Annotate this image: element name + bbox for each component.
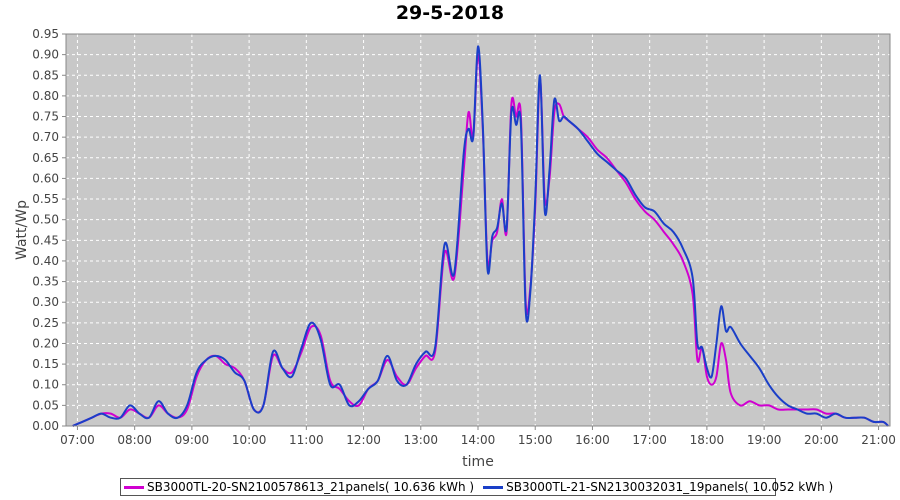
y-tick-label: 0.00	[32, 419, 59, 433]
y-tick-label: 0.90	[32, 48, 59, 62]
x-tick-label: 19:00	[747, 433, 782, 447]
y-axis-label: Watt/Wp	[14, 200, 30, 260]
y-tick-label: 0.25	[32, 316, 59, 330]
y-tick-label: 0.75	[32, 110, 59, 124]
x-tick-label: 12:00	[346, 433, 381, 447]
y-tick-label: 0.10	[32, 378, 59, 392]
y-tick-label: 0.35	[32, 275, 59, 289]
y-tick-label: 0.20	[32, 336, 59, 350]
x-tick-label: 10:00	[232, 433, 267, 447]
x-tick-label: 21:00	[861, 433, 896, 447]
y-tick-label: 0.65	[32, 151, 59, 165]
plot-border	[65, 33, 891, 427]
y-tick-label: 0.55	[32, 192, 59, 206]
y-tick-label: 0.95	[32, 27, 59, 41]
x-tick-label: 15:00	[518, 433, 553, 447]
series-line-2	[72, 45, 889, 427]
plot-area	[66, 34, 890, 426]
y-tick-label: 0.40	[32, 254, 59, 268]
y-tick-label: 0.80	[32, 89, 59, 103]
legend-item-series-1: SB3000TL-20-SN2100578613_21panels( 10.63…	[124, 480, 474, 494]
x-tick-label: 14:00	[461, 433, 496, 447]
y-tick-label: 0.50	[32, 213, 59, 227]
x-tick-label: 11:00	[289, 433, 324, 447]
y-tick-label: 0.15	[32, 357, 59, 371]
x-axis-label: time	[462, 454, 494, 470]
y-tick-label: 0.70	[32, 130, 59, 144]
x-tick-label: 09:00	[175, 433, 210, 447]
y-tick-label: 0.60	[32, 171, 59, 185]
x-tick-label: 20:00	[804, 433, 839, 447]
y-tick-label: 0.85	[32, 68, 59, 82]
series-layer	[72, 45, 889, 427]
x-tick-label: 13:00	[403, 433, 438, 447]
legend: SB3000TL-20-SN2100578613_21panels( 10.63…	[120, 478, 833, 496]
x-tick-label: 08:00	[117, 433, 152, 447]
y-tick-label: 0.30	[32, 295, 59, 309]
legend-label-1: SB3000TL-20-SN2100578613_21panels( 10.63…	[147, 480, 475, 494]
y-tick-label: 0.45	[32, 233, 59, 247]
legend-swatch-1	[124, 485, 144, 489]
x-tick-label: 07:00	[60, 433, 95, 447]
x-tick-label: 18:00	[690, 433, 725, 447]
legend-swatch-2	[483, 485, 504, 489]
axes: 0.00 0.05 0.10 0.15 0.20 0.25 0.30 0.35 0.40 0.45…	[32, 27, 896, 447]
legend-item-series-2: SB3000TL-21-SN2130032031_19panels( 10.05…	[483, 480, 833, 494]
chart-title: 29-5-2018	[395, 2, 505, 24]
gridlines	[66, 33, 890, 427]
y-tick-label: 0.05	[32, 398, 59, 412]
x-tick-label: 16:00	[575, 433, 610, 447]
legend-label-2: SB3000TL-21-SN2130032031_19panels( 10.05…	[506, 480, 834, 494]
x-tick-label: 17:00	[632, 433, 667, 447]
